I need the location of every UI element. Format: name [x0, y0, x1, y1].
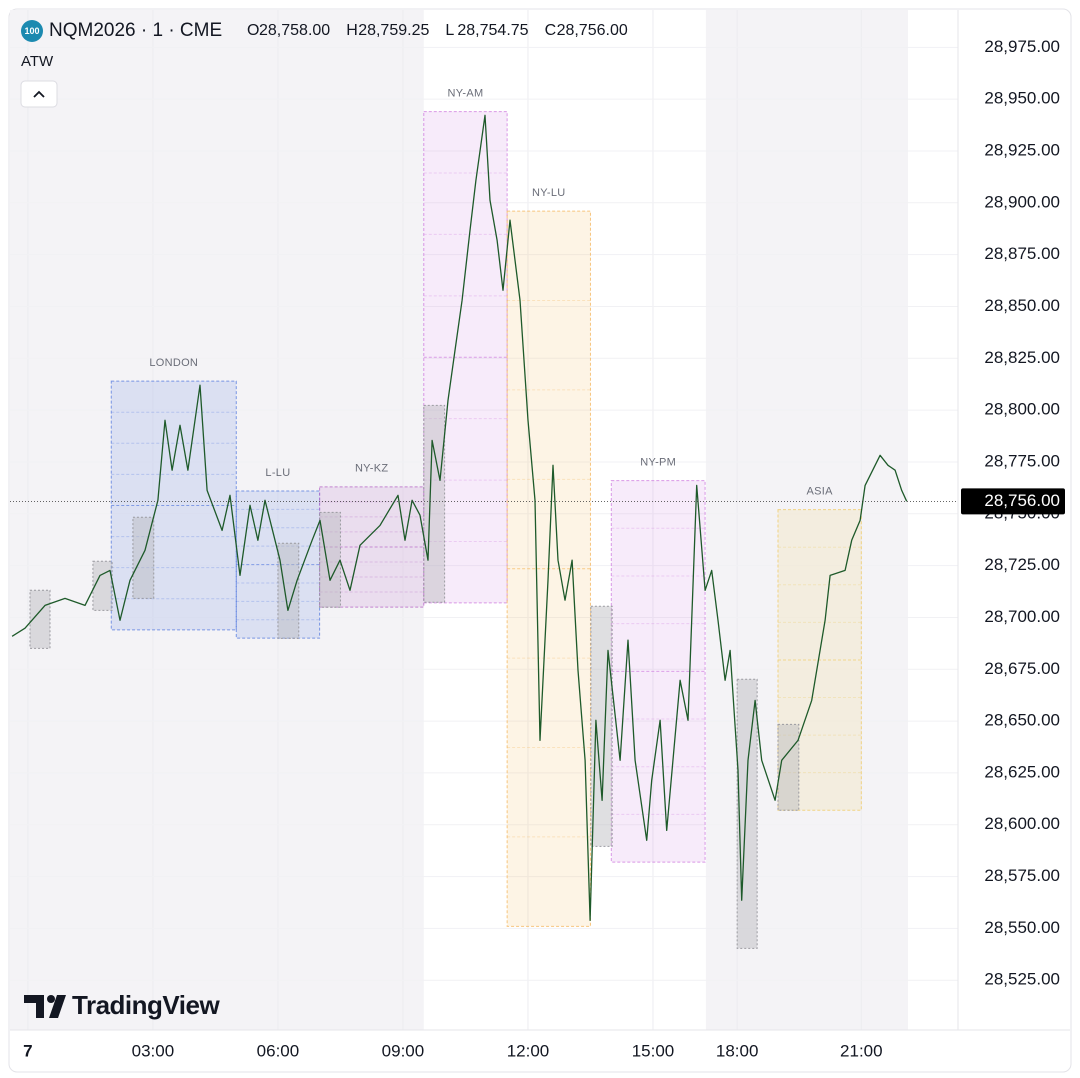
y-tick-label: 28,625.00	[984, 762, 1060, 781]
y-tick-label: 28,850.00	[984, 296, 1060, 315]
ohlc: O 28,758.00 H 28,759.25 L 28,754.75 C 28,756.00	[247, 22, 628, 39]
y-tick-label: 28,600.00	[984, 814, 1060, 833]
x-tick-label: 21:00	[840, 1041, 883, 1060]
session-label: ASIA	[807, 486, 834, 498]
session-label: LONDON	[149, 357, 198, 369]
x-tick-label: 12:00	[507, 1041, 550, 1060]
chevron-icon	[33, 90, 45, 98]
background-layer	[10, 10, 908, 1030]
indicator-name[interactable]: ATW	[21, 53, 54, 70]
watermark-text: TradingView	[72, 990, 220, 1020]
y-tick-label: 28,825.00	[984, 348, 1060, 367]
y-tick-label: 28,875.00	[984, 244, 1060, 263]
ohlc-label: C	[545, 22, 557, 39]
y-tick-label: 28,775.00	[984, 451, 1060, 470]
x-tick-label: 06:00	[257, 1041, 300, 1060]
ohlc-value: 28,754.75	[457, 22, 528, 39]
session-label: NY-LU	[532, 187, 566, 199]
x-tick-label: 7	[23, 1041, 32, 1060]
ohlc-value: 28,756.00	[557, 22, 628, 39]
price-line	[11, 114, 908, 921]
collapse-button[interactable]	[20, 80, 58, 108]
shaded-range	[10, 10, 424, 1030]
grid-layer	[10, 10, 958, 1030]
y-tick-label: 28,950.00	[984, 89, 1060, 108]
shaded-range	[705, 10, 908, 1030]
session-label: NY-PM	[640, 457, 676, 469]
y-tick-label: 28,725.00	[984, 555, 1060, 574]
y-tick-label: 28,525.00	[984, 970, 1060, 989]
ohlc-label: H	[346, 22, 358, 39]
watermark: TradingView	[24, 990, 221, 1020]
y-tick-label: 28,925.00	[984, 140, 1060, 159]
ohlc-label: L	[445, 22, 454, 39]
opening-range	[423, 404, 446, 603]
y-tick-label: 28,550.00	[984, 918, 1060, 937]
ohlc-value: 28,759.25	[358, 22, 429, 39]
y-tick-label: 28,900.00	[984, 192, 1060, 211]
watermark-logo-slash	[49, 995, 66, 1018]
badge-text: 100	[24, 26, 39, 36]
y-tick-label: 28,675.00	[984, 659, 1060, 678]
y-tick-label: 28,700.00	[984, 607, 1060, 626]
x-tick-label: 18:00	[716, 1041, 759, 1060]
x-tick-label: 03:00	[132, 1041, 175, 1060]
opening-range	[319, 511, 341, 608]
session-label: NY-AM	[447, 87, 483, 99]
series-layer	[10, 114, 958, 921]
last-price-box	[961, 488, 1065, 515]
y-tick-label: 28,650.00	[984, 711, 1060, 730]
ohlc-value: 28,758.00	[259, 22, 330, 39]
opening-range	[590, 605, 613, 847]
x-tick-label: 15:00	[632, 1041, 675, 1060]
ohlc-label: O	[247, 22, 259, 39]
symbol[interactable]: NQM2026 · 1 · CME	[49, 20, 222, 41]
opening-range	[277, 542, 300, 639]
watermark-logo	[24, 995, 44, 1018]
y-tick-label: 28,975.00	[984, 37, 1060, 56]
y-tick-label: 28,575.00	[984, 866, 1060, 885]
session-label: L-LU	[265, 467, 290, 479]
badge	[21, 20, 43, 42]
y-tick-label: 28,800.00	[984, 400, 1060, 419]
x-tick-label: 09:00	[382, 1041, 425, 1060]
watermark-logo-dot	[47, 995, 55, 1003]
opening-range	[736, 678, 758, 949]
opening-range	[92, 560, 113, 611]
axes-layer: 7 03:00 06:00 09:00 12:00 15:00 18:00 21:00 28,5…	[23, 37, 1065, 1060]
session-label: NY-KZ	[355, 463, 389, 475]
last-price-label: 28,756.00	[984, 491, 1060, 510]
collapse-button-box[interactable]	[20, 80, 58, 108]
